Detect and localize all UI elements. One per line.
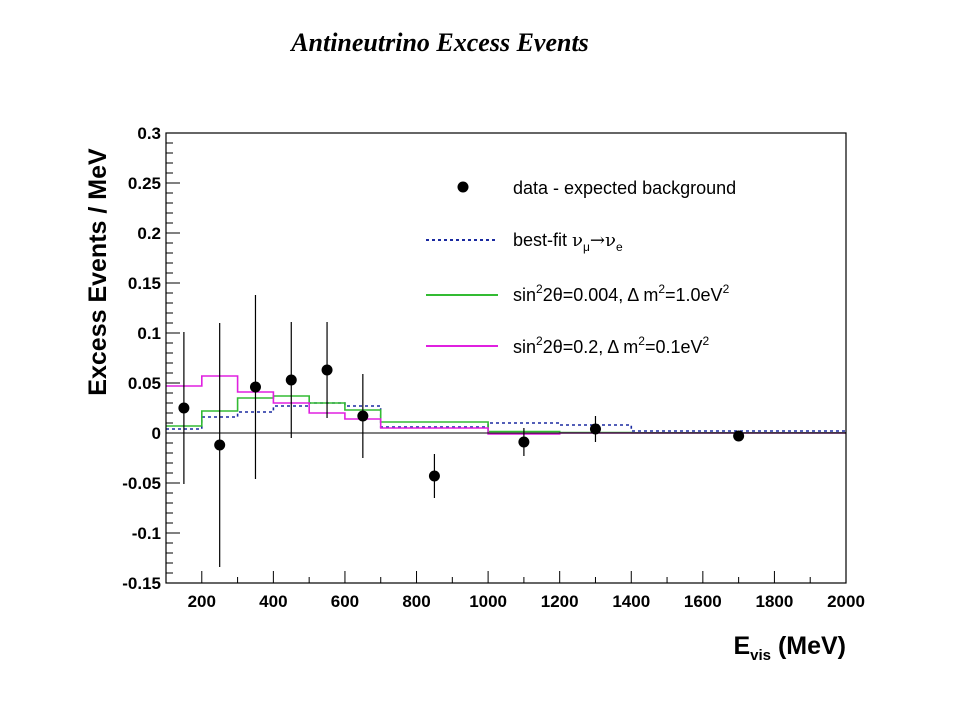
legend-magenta-a: sin bbox=[513, 337, 536, 357]
x-tick-label-7: 1600 bbox=[684, 592, 722, 611]
y-tick-label-4: 0.05 bbox=[128, 374, 161, 393]
x-tick-label-2: 600 bbox=[331, 592, 359, 611]
legend-green-sup1: 2 bbox=[536, 282, 543, 296]
data-marker-7 bbox=[518, 436, 530, 448]
x-tick-label-8: 1800 bbox=[756, 592, 794, 611]
y-tick-label-9: 0.3 bbox=[137, 124, 161, 143]
data-marker-1 bbox=[214, 439, 226, 451]
y-tick-label-3: 0 bbox=[152, 424, 161, 443]
data-marker-3 bbox=[285, 374, 297, 386]
x-axis-title-main: E bbox=[733, 632, 750, 660]
page-title: Antineutrino Excess Events bbox=[291, 28, 589, 57]
legend-data-label: data - expected background bbox=[513, 178, 736, 198]
legend-bestfit-prefix: best-fit bbox=[513, 230, 572, 250]
data-marker-2 bbox=[249, 381, 261, 393]
legend: data - expected background best-fit νμ→ν… bbox=[426, 178, 736, 357]
x-axis-title: Evis (MeV) bbox=[733, 632, 846, 664]
y-tick-label-8: 0.25 bbox=[128, 174, 161, 193]
data-marker-0 bbox=[178, 402, 190, 414]
y-tick-label-7: 0.2 bbox=[137, 224, 161, 243]
legend-data-marker bbox=[457, 181, 469, 193]
legend-green-sup3: 2 bbox=[723, 282, 730, 296]
x-tick-label-6: 1400 bbox=[612, 592, 650, 611]
x-axis-title-sub: vis bbox=[750, 647, 771, 664]
data-marker-6 bbox=[428, 470, 440, 482]
legend-bestfit-nu-mu: ν bbox=[572, 230, 583, 251]
legend-bestfit-label: best-fit νμ→νe bbox=[513, 230, 623, 254]
histogram-series-1 bbox=[166, 395, 846, 434]
y-tick-label-2: -0.05 bbox=[122, 474, 161, 493]
histogram-layer bbox=[166, 375, 846, 435]
histogram-series-0 bbox=[166, 402, 846, 432]
y-tick-label-5: 0.1 bbox=[137, 324, 161, 343]
legend-bestfit-sub-mu: μ bbox=[583, 240, 590, 254]
x-tick-label-5: 1200 bbox=[541, 592, 579, 611]
legend-magenta-label: sin22θ=0.2, Δ m2=0.1eV2 bbox=[513, 334, 710, 357]
legend-bestfit-sub-e: e bbox=[616, 240, 623, 254]
data-point-6 bbox=[428, 454, 440, 498]
legend-magenta-sup3: 2 bbox=[703, 334, 710, 348]
legend-green-a: sin bbox=[513, 285, 536, 305]
legend-magenta-b: 2θ=0.2, Δ m bbox=[543, 337, 639, 357]
legend-magenta-c: =0.1eV bbox=[645, 337, 703, 357]
y-tick-label-0: -0.15 bbox=[122, 574, 161, 593]
x-tick-label-1: 400 bbox=[259, 592, 287, 611]
legend-green-b: 2θ=0.004, Δ m bbox=[543, 285, 659, 305]
y-tick-label-1: -0.1 bbox=[132, 524, 161, 543]
plot-frame bbox=[165, 132, 847, 584]
data-point-9 bbox=[733, 430, 745, 442]
ticks-layer: 200 400 600 800 1000 1200 1400 1600 1800 2000 -0.1… bbox=[122, 124, 865, 611]
data-point-4 bbox=[321, 322, 333, 418]
x-tick-label-0: 200 bbox=[188, 592, 216, 611]
legend-bestfit-nu-e: ν bbox=[605, 230, 616, 251]
x-tick-label-3: 800 bbox=[402, 592, 430, 611]
legend-bestfit-arrow: → bbox=[590, 230, 605, 251]
x-tick-label-4: 1000 bbox=[469, 592, 507, 611]
data-point-1 bbox=[214, 323, 226, 567]
data-point-3 bbox=[285, 322, 297, 438]
data-marker-4 bbox=[321, 364, 333, 376]
y-axis-title: Excess Events / MeV bbox=[84, 148, 112, 396]
legend-green-label: sin22θ=0.004, Δ m2=1.0eV2 bbox=[513, 282, 730, 305]
data-point-0 bbox=[178, 332, 190, 484]
data-points-layer bbox=[178, 295, 745, 567]
data-marker-9 bbox=[733, 430, 745, 442]
legend-green-c: =1.0eV bbox=[665, 285, 723, 305]
data-marker-8 bbox=[589, 423, 601, 435]
data-marker-5 bbox=[357, 410, 369, 422]
x-tick-label-9: 2000 bbox=[827, 592, 865, 611]
x-axis-title-tail: (MeV) bbox=[771, 632, 846, 660]
data-point-5 bbox=[357, 374, 369, 458]
legend-magenta-sup2: 2 bbox=[638, 334, 645, 348]
data-point-7 bbox=[518, 428, 530, 456]
data-point-2 bbox=[249, 295, 261, 479]
histogram-series-2 bbox=[166, 375, 846, 435]
data-point-8 bbox=[589, 416, 601, 442]
legend-green-sup2: 2 bbox=[658, 282, 665, 296]
legend-magenta-sup1: 2 bbox=[536, 334, 543, 348]
y-tick-label-6: 0.15 bbox=[128, 274, 161, 293]
